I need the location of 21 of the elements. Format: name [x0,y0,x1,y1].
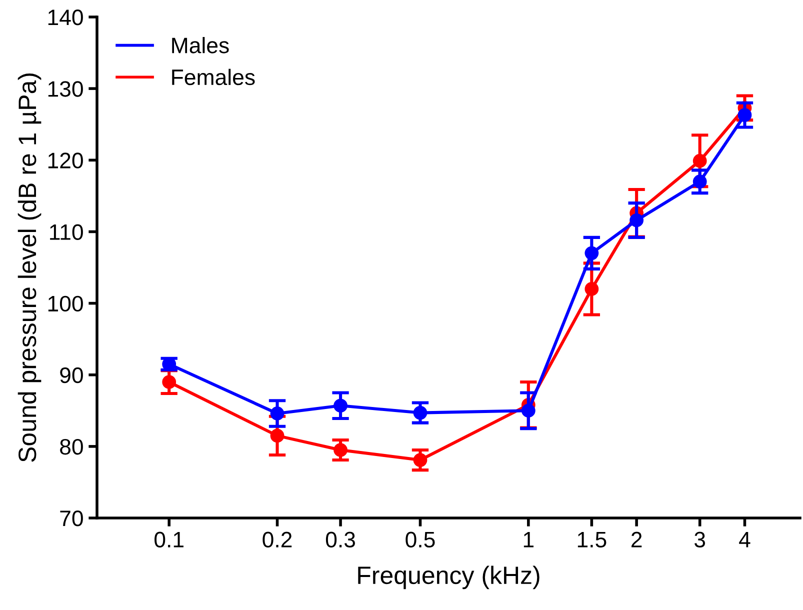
legend-label: Females [172,68,255,86]
y-tick-label: 140 [48,10,83,26]
legend-label: Males [172,37,229,54]
x-axis-title: Frequency (kHz) [358,566,540,590]
y-tick-label: 70 [60,510,83,526]
x-tick-label: 0.5 [406,532,435,548]
y-tick-label: 120 [48,152,83,168]
y-tick-label: 110 [50,224,83,240]
y-axis-title: Sound pressure level (dB re 1 µPa) [18,74,42,462]
y-tick-label: 130 [48,81,83,97]
x-tick-label: 0.2 [262,532,292,548]
x-tick-label: 1.5 [578,532,606,548]
y-tick-label: 100 [48,296,83,312]
x-tick-label: 1 [524,532,534,548]
y-tick-label: 80 [60,438,83,455]
y-tick-label: 90 [60,367,83,384]
x-tick-label: 0.3 [326,532,356,548]
x-tick-label: 0.1 [154,532,184,548]
x-tick-label: 4 [739,532,750,548]
x-tick-label: 3 [694,532,706,548]
x-tick-label: 2 [632,532,642,548]
